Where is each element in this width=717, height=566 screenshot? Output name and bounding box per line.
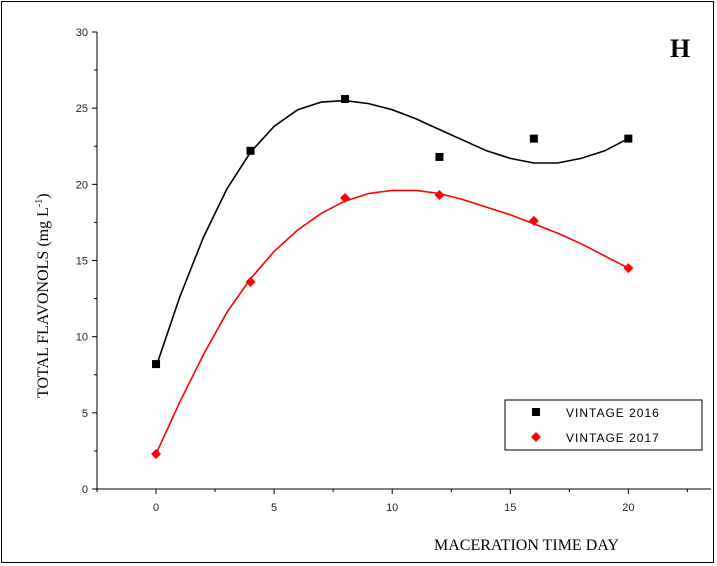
- data-point-2016: [624, 134, 633, 143]
- legend-label-2017: VINTAGE 2017: [566, 431, 660, 445]
- y-axis-title: TOTAL FLAVONOLS (mg L-1): [34, 193, 52, 398]
- y-tick-label: 10: [76, 332, 88, 344]
- data-point-2016: [246, 146, 255, 155]
- x-tick-label: 20: [622, 502, 634, 514]
- y-tick-label: 15: [76, 256, 88, 268]
- data-point-2017: [151, 448, 162, 459]
- legend-marker-2016: [532, 408, 540, 416]
- panel-label: H: [670, 34, 690, 63]
- fit-curve-2016: [155, 99, 629, 368]
- data-point-2016: [152, 360, 161, 369]
- y-axis-title-main: TOTAL FLAVONOLS (mg L: [35, 207, 52, 398]
- data-point-2017: [245, 276, 256, 287]
- y-axis-title-superscript: -1: [34, 199, 45, 207]
- y-tick-label: 25: [76, 103, 88, 115]
- data-point-2016: [340, 95, 349, 104]
- data-point-2017: [339, 193, 350, 204]
- legend: VINTAGE 2016 VINTAGE 2017: [504, 399, 703, 451]
- data-point-2017: [434, 189, 445, 200]
- x-axis-title: MACERATION TIME DAY: [434, 537, 619, 554]
- plot-area: 0 5 10 15 20 25 30 0 5 10 15 20: [76, 27, 711, 514]
- y-tick-label: 0: [82, 484, 88, 496]
- x-tick-label: 15: [504, 502, 516, 514]
- x-tick-label: 5: [271, 502, 277, 514]
- data-point-2017: [623, 263, 634, 274]
- data-point-2016: [435, 152, 444, 161]
- y-tick-label: 30: [76, 27, 88, 39]
- fit-curve-2017: [155, 189, 629, 455]
- legend-label-2016: VINTAGE 2016: [566, 406, 660, 420]
- data-point-2016: [529, 134, 538, 143]
- y-tick-label: 20: [76, 179, 88, 191]
- y-axis-title-close: ): [35, 193, 52, 198]
- legend-marker-2017: [531, 432, 541, 442]
- x-tick-label: 10: [386, 502, 398, 514]
- x-tick-label: 0: [153, 502, 159, 514]
- y-tick-label: 5: [82, 408, 88, 420]
- data-point-2017: [528, 215, 539, 226]
